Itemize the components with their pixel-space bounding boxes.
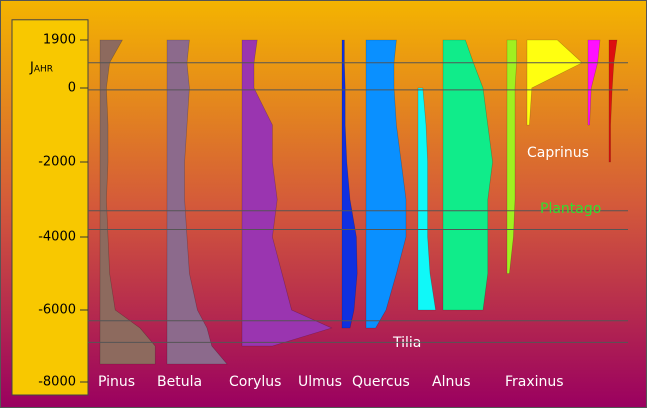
pollen-curve [241, 39, 333, 347]
pollen-curve [417, 87, 436, 311]
series-label: Alnus [432, 374, 471, 390]
pollen-curve [166, 39, 228, 365]
pollen-curve [506, 39, 517, 274]
series-label: Betula [157, 374, 202, 390]
y-tick-label: -4000 [38, 230, 76, 245]
pollen-curve [587, 39, 601, 126]
y-tick-label: -2000 [38, 155, 76, 170]
y-tick-label: -6000 [38, 303, 76, 318]
series-label: Corylus [229, 374, 281, 390]
y-axis-label: Jahr [29, 61, 53, 76]
pollen-curve [608, 39, 618, 163]
series-label: Ulmus [298, 374, 342, 390]
y-tick-label: 1900 [43, 33, 76, 48]
series-label: Tilia [392, 335, 421, 351]
axis-panel [11, 19, 89, 396]
annotation: Plantago [540, 201, 601, 217]
y-tick-label: 0 [68, 81, 76, 96]
series-label: Quercus [352, 374, 410, 390]
series-label: Pinus [98, 374, 135, 390]
series-label: Fraxinus [505, 374, 564, 390]
pollen-curve [442, 39, 493, 311]
series-label: Caprinus [527, 145, 589, 161]
pollen-curve [99, 39, 156, 365]
y-tick-label: -8000 [38, 375, 76, 390]
pollen-curve [526, 39, 583, 126]
